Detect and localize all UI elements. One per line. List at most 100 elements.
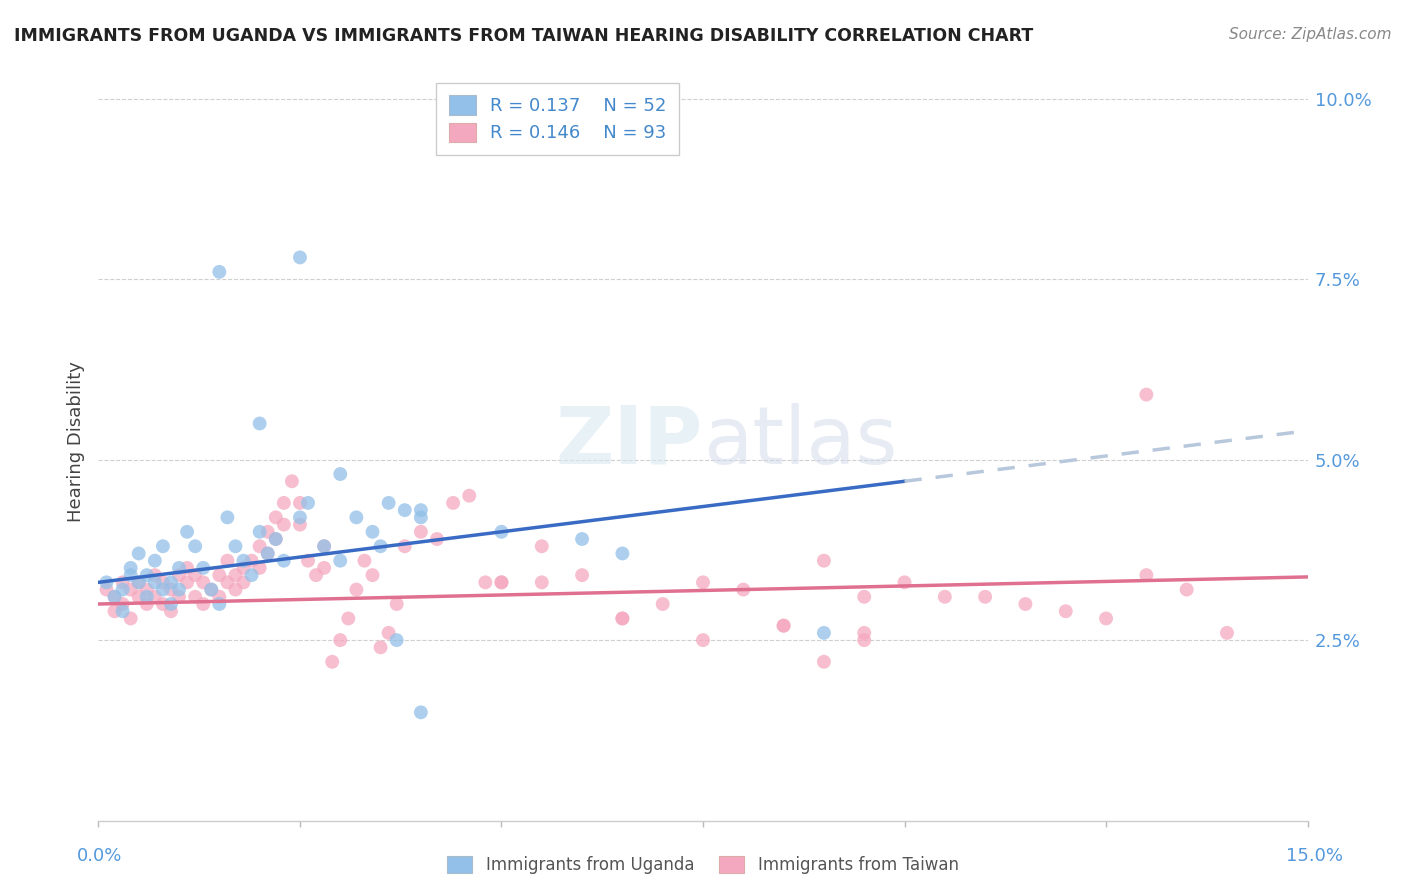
Point bbox=[409, 524, 432, 539]
Point bbox=[217, 554, 239, 568]
Point bbox=[184, 568, 207, 582]
Point bbox=[853, 626, 876, 640]
Point bbox=[273, 554, 295, 568]
Point bbox=[733, 582, 755, 597]
Point bbox=[893, 575, 915, 590]
Point bbox=[813, 655, 835, 669]
Point bbox=[176, 524, 198, 539]
Point bbox=[491, 575, 513, 590]
Point bbox=[249, 524, 271, 539]
Point bbox=[361, 568, 384, 582]
Point bbox=[152, 539, 174, 553]
Point bbox=[288, 496, 311, 510]
Point bbox=[135, 590, 157, 604]
Point bbox=[240, 554, 263, 568]
Point bbox=[200, 582, 222, 597]
Point bbox=[571, 568, 593, 582]
Point bbox=[232, 554, 254, 568]
Point bbox=[224, 582, 246, 597]
Point bbox=[426, 532, 449, 546]
Point bbox=[288, 510, 311, 524]
Point bbox=[772, 618, 794, 632]
Point bbox=[208, 597, 231, 611]
Point bbox=[273, 517, 295, 532]
Point bbox=[143, 568, 166, 582]
Point bbox=[1095, 611, 1118, 625]
Point bbox=[160, 597, 183, 611]
Point bbox=[249, 539, 271, 553]
Point bbox=[103, 590, 125, 604]
Point bbox=[409, 503, 432, 517]
Point bbox=[458, 489, 481, 503]
Point bbox=[264, 532, 287, 546]
Point bbox=[297, 554, 319, 568]
Point bbox=[224, 568, 246, 582]
Point bbox=[530, 575, 553, 590]
Point bbox=[176, 561, 198, 575]
Point bbox=[385, 597, 408, 611]
Point bbox=[264, 532, 287, 546]
Point bbox=[152, 575, 174, 590]
Point bbox=[329, 467, 352, 481]
Point bbox=[377, 496, 399, 510]
Point bbox=[1014, 597, 1036, 611]
Point bbox=[264, 510, 287, 524]
Point bbox=[692, 633, 714, 648]
Point bbox=[128, 575, 150, 590]
Point bbox=[120, 568, 142, 582]
Point bbox=[193, 561, 215, 575]
Point bbox=[193, 575, 215, 590]
Point bbox=[571, 532, 593, 546]
Point bbox=[224, 539, 246, 553]
Point bbox=[370, 640, 392, 655]
Legend: R = 0.137    N = 52, R = 0.146    N = 93: R = 0.137 N = 52, R = 0.146 N = 93 bbox=[436, 83, 679, 155]
Point bbox=[853, 590, 876, 604]
Text: IMMIGRANTS FROM UGANDA VS IMMIGRANTS FROM TAIWAN HEARING DISABILITY CORRELATION : IMMIGRANTS FROM UGANDA VS IMMIGRANTS FRO… bbox=[14, 27, 1033, 45]
Point bbox=[167, 582, 190, 597]
Point bbox=[612, 546, 634, 560]
Point bbox=[297, 496, 319, 510]
Point bbox=[111, 582, 134, 597]
Point bbox=[491, 575, 513, 590]
Point bbox=[103, 590, 125, 604]
Text: 0.0%: 0.0% bbox=[77, 847, 122, 864]
Y-axis label: Hearing Disability: Hearing Disability bbox=[66, 361, 84, 522]
Point bbox=[1135, 387, 1157, 401]
Point bbox=[361, 524, 384, 539]
Point bbox=[160, 582, 183, 597]
Point bbox=[128, 546, 150, 560]
Point bbox=[474, 575, 496, 590]
Point bbox=[321, 655, 343, 669]
Point bbox=[193, 597, 215, 611]
Point bbox=[491, 524, 513, 539]
Point bbox=[651, 597, 673, 611]
Point bbox=[612, 611, 634, 625]
Point bbox=[314, 539, 336, 553]
Point bbox=[96, 575, 118, 590]
Point bbox=[232, 561, 254, 575]
Point bbox=[135, 568, 157, 582]
Point bbox=[167, 568, 190, 582]
Point bbox=[344, 510, 367, 524]
Point bbox=[1054, 604, 1077, 618]
Point bbox=[1175, 582, 1198, 597]
Point bbox=[152, 597, 174, 611]
Text: ZIP: ZIP bbox=[555, 402, 703, 481]
Point bbox=[612, 611, 634, 625]
Point bbox=[305, 568, 328, 582]
Point bbox=[184, 590, 207, 604]
Point bbox=[772, 618, 794, 632]
Point bbox=[143, 590, 166, 604]
Point bbox=[120, 611, 142, 625]
Point bbox=[184, 539, 207, 553]
Point bbox=[530, 539, 553, 553]
Point bbox=[288, 517, 311, 532]
Point bbox=[160, 575, 183, 590]
Point bbox=[394, 503, 416, 517]
Point bbox=[692, 575, 714, 590]
Point bbox=[128, 575, 150, 590]
Point bbox=[394, 539, 416, 553]
Point bbox=[249, 561, 271, 575]
Point bbox=[120, 582, 142, 597]
Point bbox=[96, 582, 118, 597]
